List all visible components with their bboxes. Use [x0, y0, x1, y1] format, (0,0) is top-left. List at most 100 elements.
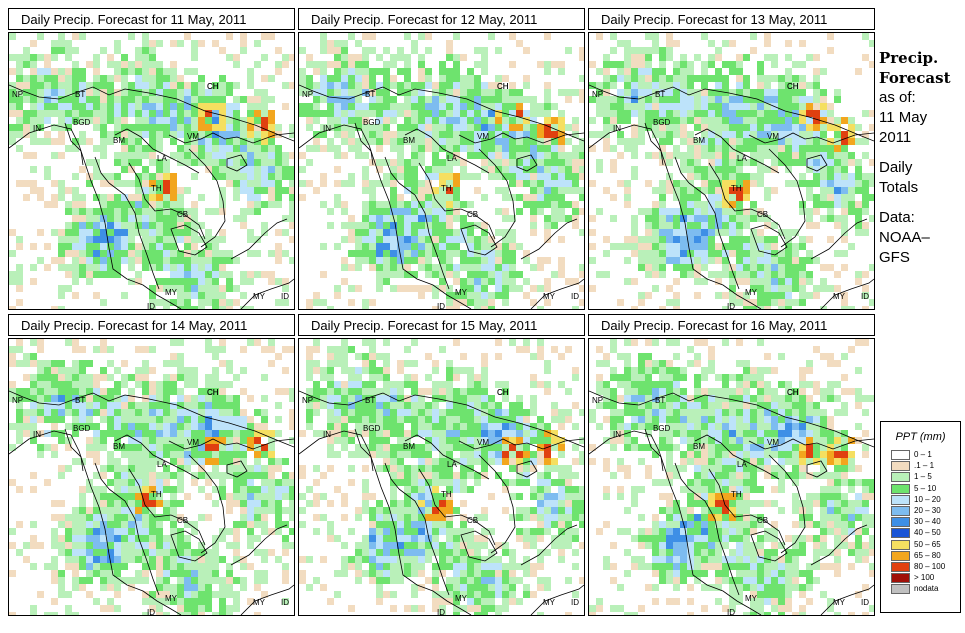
precip-cell	[86, 215, 93, 222]
precip-cell	[121, 257, 128, 264]
precip-cell	[778, 229, 785, 236]
precip-cell	[757, 250, 764, 257]
precip-cell	[86, 257, 93, 264]
precip-cell	[488, 395, 495, 402]
precip-cell	[334, 353, 341, 360]
precip-cell	[673, 89, 680, 96]
precip-cell	[397, 451, 404, 458]
precip-cell	[673, 229, 680, 236]
precip-cell	[757, 208, 764, 215]
precip-cell	[397, 360, 404, 367]
precip-cell	[240, 458, 247, 465]
precip-cell	[537, 500, 544, 507]
precip-cell	[240, 486, 247, 493]
precip-cell	[572, 444, 579, 451]
precip-cell	[460, 138, 467, 145]
precip-cell	[30, 486, 37, 493]
precip-cell	[58, 360, 65, 367]
precip-cell	[708, 229, 715, 236]
precip-cell	[149, 75, 156, 82]
precip-cell	[58, 381, 65, 388]
precip-cell	[411, 131, 418, 138]
precip-cell	[411, 187, 418, 194]
precip-cell	[813, 208, 820, 215]
precip-cell	[708, 257, 715, 264]
precip-cell	[806, 278, 813, 285]
precip-cell	[474, 437, 481, 444]
panel-title: Daily Precip. Forecast for 12 May, 2011	[298, 8, 585, 30]
precip-cell	[177, 229, 184, 236]
precip-cell	[551, 500, 558, 507]
precip-cell	[495, 250, 502, 257]
precip-cell	[404, 68, 411, 75]
precip-cell	[516, 124, 523, 131]
precip-cell	[397, 264, 404, 271]
precip-cell	[65, 124, 72, 131]
precip-cell	[572, 306, 579, 309]
precip-cell	[170, 430, 177, 437]
precip-cell	[516, 110, 523, 117]
precip-cell	[631, 173, 638, 180]
precip-cell	[254, 124, 261, 131]
precip-cell	[715, 208, 722, 215]
precip-cell	[149, 292, 156, 299]
precip-cell	[659, 180, 666, 187]
precip-cell	[240, 173, 247, 180]
precip-cell	[226, 103, 233, 110]
precip-cell	[142, 472, 149, 479]
precip-cell	[142, 465, 149, 472]
precip-cell	[355, 374, 362, 381]
precip-cell	[93, 222, 100, 229]
precip-cell	[156, 236, 163, 243]
precip-cell	[268, 479, 275, 486]
precip-cell	[107, 528, 114, 535]
precip-cell	[862, 292, 869, 299]
precip-cell	[107, 577, 114, 584]
precip-cell	[100, 194, 107, 201]
precip-cell	[869, 215, 874, 222]
precip-cell	[446, 250, 453, 257]
precip-cell	[362, 542, 369, 549]
precip-cell	[565, 201, 572, 208]
precip-cell	[855, 229, 862, 236]
precip-cell	[530, 166, 537, 173]
precip-cell	[212, 138, 219, 145]
precip-cell	[404, 54, 411, 61]
precip-cell	[100, 409, 107, 416]
precip-cell	[460, 521, 467, 528]
precip-cell	[467, 271, 474, 278]
precip-cell	[247, 395, 254, 402]
precip-cell	[509, 339, 516, 346]
precip-cell	[418, 229, 425, 236]
precip-cell	[247, 152, 254, 159]
precip-cell	[100, 339, 107, 346]
precip-cell	[170, 208, 177, 215]
precip-cell	[240, 346, 247, 353]
precip-cell	[247, 131, 254, 138]
precip-cell	[289, 437, 294, 444]
precip-cell	[320, 299, 327, 306]
precip-cell	[362, 75, 369, 82]
precip-cell	[79, 229, 86, 236]
precip-cell	[93, 346, 100, 353]
precip-cell	[666, 103, 673, 110]
precip-cell	[603, 138, 610, 145]
precip-cell	[666, 54, 673, 61]
precip-cell	[93, 451, 100, 458]
precip-cell	[226, 451, 233, 458]
precip-cell	[418, 201, 425, 208]
precip-cell	[827, 187, 834, 194]
precip-cell	[362, 103, 369, 110]
precip-cell	[813, 201, 820, 208]
precip-cell	[551, 479, 558, 486]
precip-cell	[163, 110, 170, 117]
precip-cell	[736, 236, 743, 243]
precip-cell	[383, 222, 390, 229]
precip-cell	[736, 54, 743, 61]
precip-cell	[142, 514, 149, 521]
precip-cell	[376, 437, 383, 444]
precip-cell	[558, 131, 565, 138]
precip-cell	[792, 103, 799, 110]
precip-cell	[170, 598, 177, 605]
precip-cell	[596, 82, 603, 89]
